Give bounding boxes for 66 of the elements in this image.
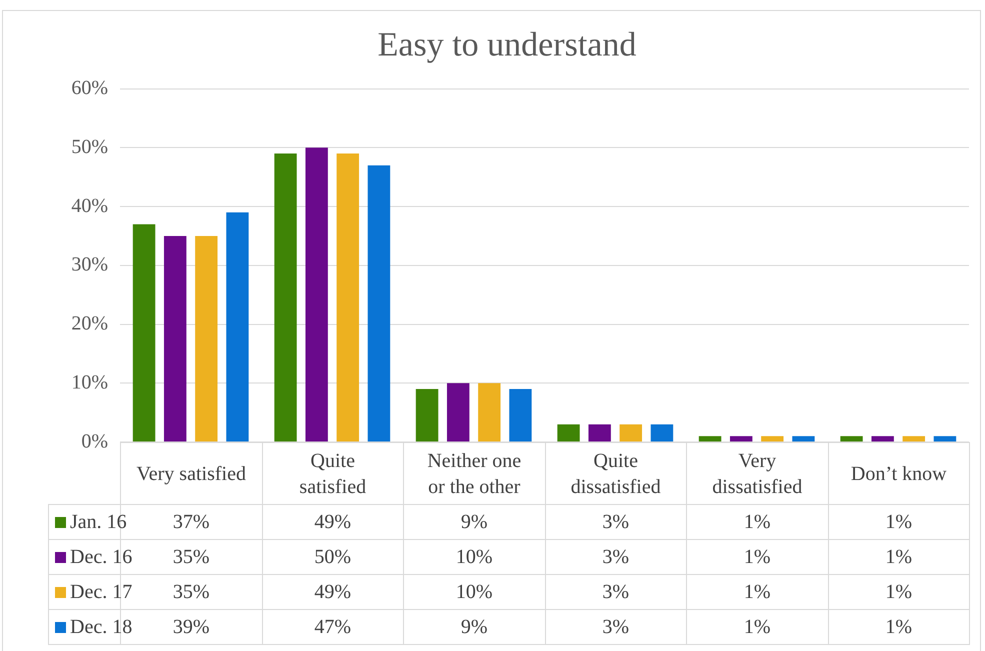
bar: [336, 154, 360, 442]
data-label: 1%: [686, 610, 828, 644]
x-tick-label: Very satisfied: [120, 442, 262, 504]
data-label: 1%: [828, 504, 970, 540]
bar: [305, 148, 328, 442]
bar: [588, 424, 611, 442]
data-label: 1%: [828, 540, 970, 574]
x-tick-label: Very dissatisfied: [686, 442, 828, 504]
y-tick-label: 20%: [71, 312, 108, 335]
bar: [620, 424, 642, 442]
x-tick-label: Neither one or the other: [404, 442, 545, 504]
data-label: 9%: [404, 504, 545, 540]
data-label: 49%: [262, 574, 404, 610]
data-label: 3%: [545, 540, 686, 574]
bar: [226, 212, 249, 442]
bar: [478, 383, 501, 442]
bar: [871, 436, 894, 442]
data-label: 1%: [828, 574, 970, 610]
data-label: 1%: [686, 574, 828, 610]
legend-label: Dec. 16: [69, 545, 132, 570]
bar: [132, 224, 156, 442]
y-tick-label: 30%: [71, 254, 108, 276]
y-tick-label: 40%: [71, 194, 108, 217]
bar: [650, 424, 674, 442]
chart-title: Easy to understand: [378, 26, 636, 64]
bar: [416, 389, 438, 442]
legend-label: Jan. 16: [69, 510, 127, 535]
bar: [274, 154, 297, 442]
bar: [730, 436, 752, 442]
bar: [164, 236, 186, 442]
bar: [792, 436, 815, 442]
x-tick-label: Quite dissatisfied: [545, 442, 686, 504]
data-label: 10%: [404, 574, 545, 610]
x-tick-label: Quite satisfied: [262, 442, 404, 504]
y-tick-label: 60%: [71, 77, 108, 100]
y-tick-label: 10%: [71, 371, 108, 394]
bar: [902, 436, 926, 442]
bar: [509, 389, 532, 442]
y-tick-label: 0%: [81, 430, 108, 452]
data-label: 49%: [262, 504, 404, 540]
bar: [446, 383, 470, 442]
data-label: 37%: [172, 511, 210, 533]
y-tick-label: 50%: [71, 136, 108, 158]
data-label: 1%: [828, 610, 970, 644]
legend-label: Dec. 17: [69, 580, 132, 605]
bar: [761, 436, 784, 442]
data-label: 50%: [262, 540, 404, 574]
legend-label: Dec. 18: [69, 615, 132, 640]
data-label: 9%: [404, 610, 545, 644]
bar: [934, 436, 956, 442]
bar: [195, 236, 218, 442]
data-label: 1%: [686, 540, 828, 574]
data-label: 35%: [172, 546, 210, 568]
data-label: 3%: [545, 504, 686, 540]
data-label: 1%: [686, 504, 828, 540]
data-label: 35%: [172, 581, 210, 603]
bar: [368, 165, 390, 442]
bar: [557, 424, 580, 442]
data-label: 3%: [545, 574, 686, 610]
data-label: 3%: [545, 610, 686, 644]
data-label: 39%: [172, 616, 210, 638]
x-tick-label: Don’t know: [828, 442, 970, 504]
bar: [840, 436, 863, 442]
bar: [698, 436, 722, 442]
data-label: 47%: [262, 610, 404, 644]
data-label: 10%: [404, 540, 545, 574]
